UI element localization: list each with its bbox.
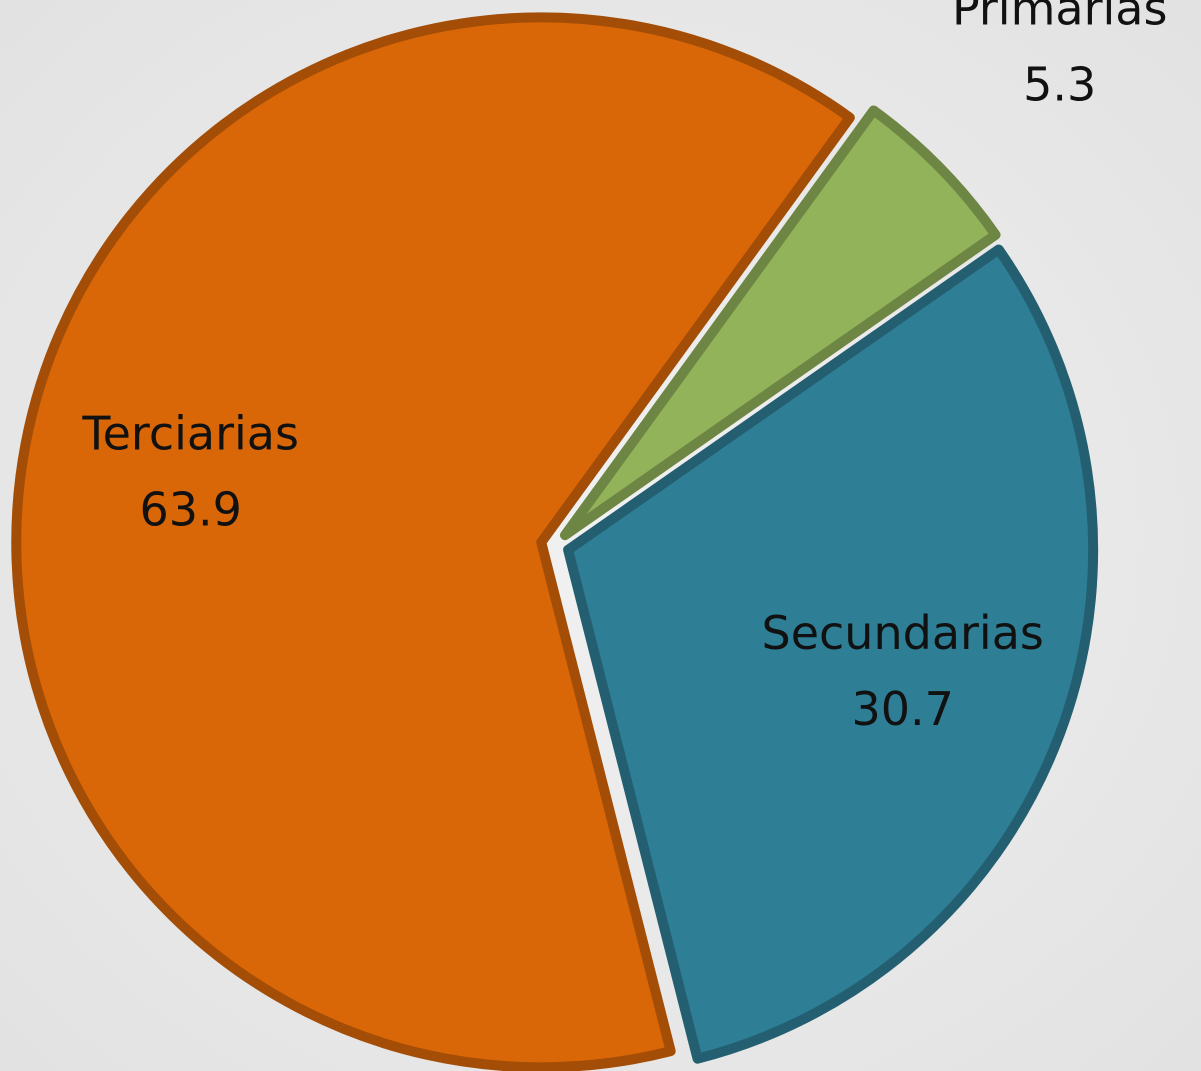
pie-slice <box>11 12 855 1071</box>
pie-slice <box>559 105 1001 541</box>
slice-value: 30.7 <box>851 682 953 736</box>
slice-label: Secundarias <box>762 606 1044 660</box>
pie-slice <box>563 244 1099 1064</box>
slice-label: Terciarias <box>81 407 299 461</box>
slice-value: 5.3 <box>1023 57 1096 111</box>
slice-value: 63.9 <box>139 483 241 537</box>
slice-label: Primarias <box>952 0 1167 35</box>
